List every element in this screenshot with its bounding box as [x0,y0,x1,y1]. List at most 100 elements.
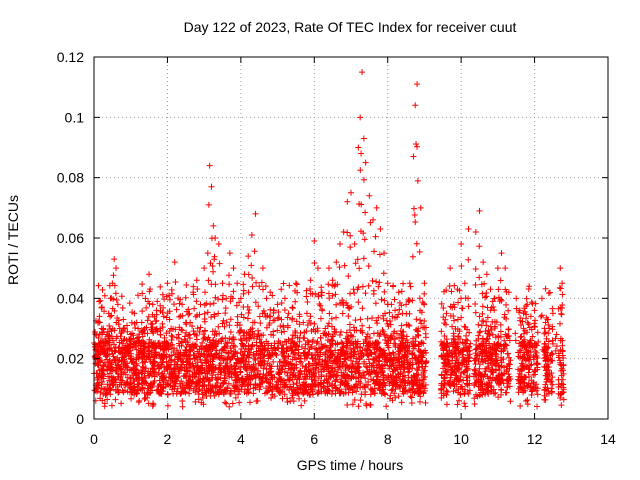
data-point [108,295,115,302]
data-point [221,347,228,354]
data-point [389,313,396,320]
data-point [203,300,210,307]
data-point [191,330,198,337]
data-point [175,350,182,357]
data-point [259,357,266,364]
data-point [517,315,524,322]
data-point [204,250,211,257]
data-point [487,323,494,330]
data-point [303,368,310,375]
data-point [98,357,105,364]
data-point [256,283,263,290]
data-point [159,355,166,362]
data-point [406,361,413,368]
data-point [315,293,322,300]
data-point [92,328,99,335]
data-point [383,317,390,324]
data-point [296,321,303,328]
data-point [189,323,196,330]
x-axis-label: GPS time / hours [297,457,404,473]
data-point [365,263,372,270]
data-point [457,376,464,383]
data-point [249,328,256,335]
data-point [440,314,447,321]
data-point [176,380,183,387]
data-point [357,397,364,404]
data-point [169,377,176,384]
data-point [163,330,170,337]
data-point [130,384,137,391]
data-point [245,309,252,316]
data-point [483,271,490,278]
data-point [389,386,396,393]
data-point [212,384,219,391]
data-point [512,330,519,337]
data-point [230,265,237,272]
data-point [324,379,331,386]
data-point [407,393,414,400]
data-point [454,401,461,408]
data-point [307,320,314,327]
data-point [256,347,263,354]
data-point [420,300,427,307]
data-point [247,376,254,383]
data-point [458,314,465,321]
data-point [495,340,502,347]
data-point [246,399,253,406]
data-point [174,363,181,370]
data-point [201,301,208,308]
data-point [144,317,151,324]
data-point [280,280,287,287]
data-point [498,373,505,380]
data-point [382,382,389,389]
data-point [325,348,332,355]
data-point [355,378,362,385]
data-point [449,354,456,361]
data-point [160,372,167,379]
data-point [112,290,119,297]
data-point [472,368,479,375]
data-point [171,359,178,366]
data-point [396,359,403,366]
data-point [472,281,479,288]
data-point [347,375,354,382]
data-point [235,363,242,370]
data-point [371,248,378,255]
data-point [208,364,215,371]
data-point [515,366,522,373]
data-point [201,318,208,325]
data-point [161,368,168,375]
data-point [524,301,531,308]
data-point [159,375,166,382]
data-point [375,340,382,347]
data-point [548,378,555,385]
data-point [241,348,248,355]
data-point [126,374,133,381]
data-point [413,371,420,378]
data-point [264,352,271,359]
data-point [199,391,206,398]
data-point [534,385,541,392]
data-point [479,335,486,342]
data-point [178,326,185,333]
data-point [115,361,122,368]
data-point [545,364,552,371]
data-point [220,317,227,324]
data-point [253,350,260,357]
data-point [101,308,108,315]
data-point [401,384,408,391]
data-point [159,324,166,331]
data-point [449,353,456,360]
data-point [271,344,278,351]
data-point [373,278,380,285]
data-point [223,295,230,302]
data-point [152,318,159,325]
data-point [545,290,552,297]
data-point [383,403,390,410]
data-point [416,390,423,397]
data-point [106,370,113,377]
data-point [185,311,192,318]
data-point [120,382,127,389]
data-point [401,372,408,379]
data-point [149,301,156,308]
